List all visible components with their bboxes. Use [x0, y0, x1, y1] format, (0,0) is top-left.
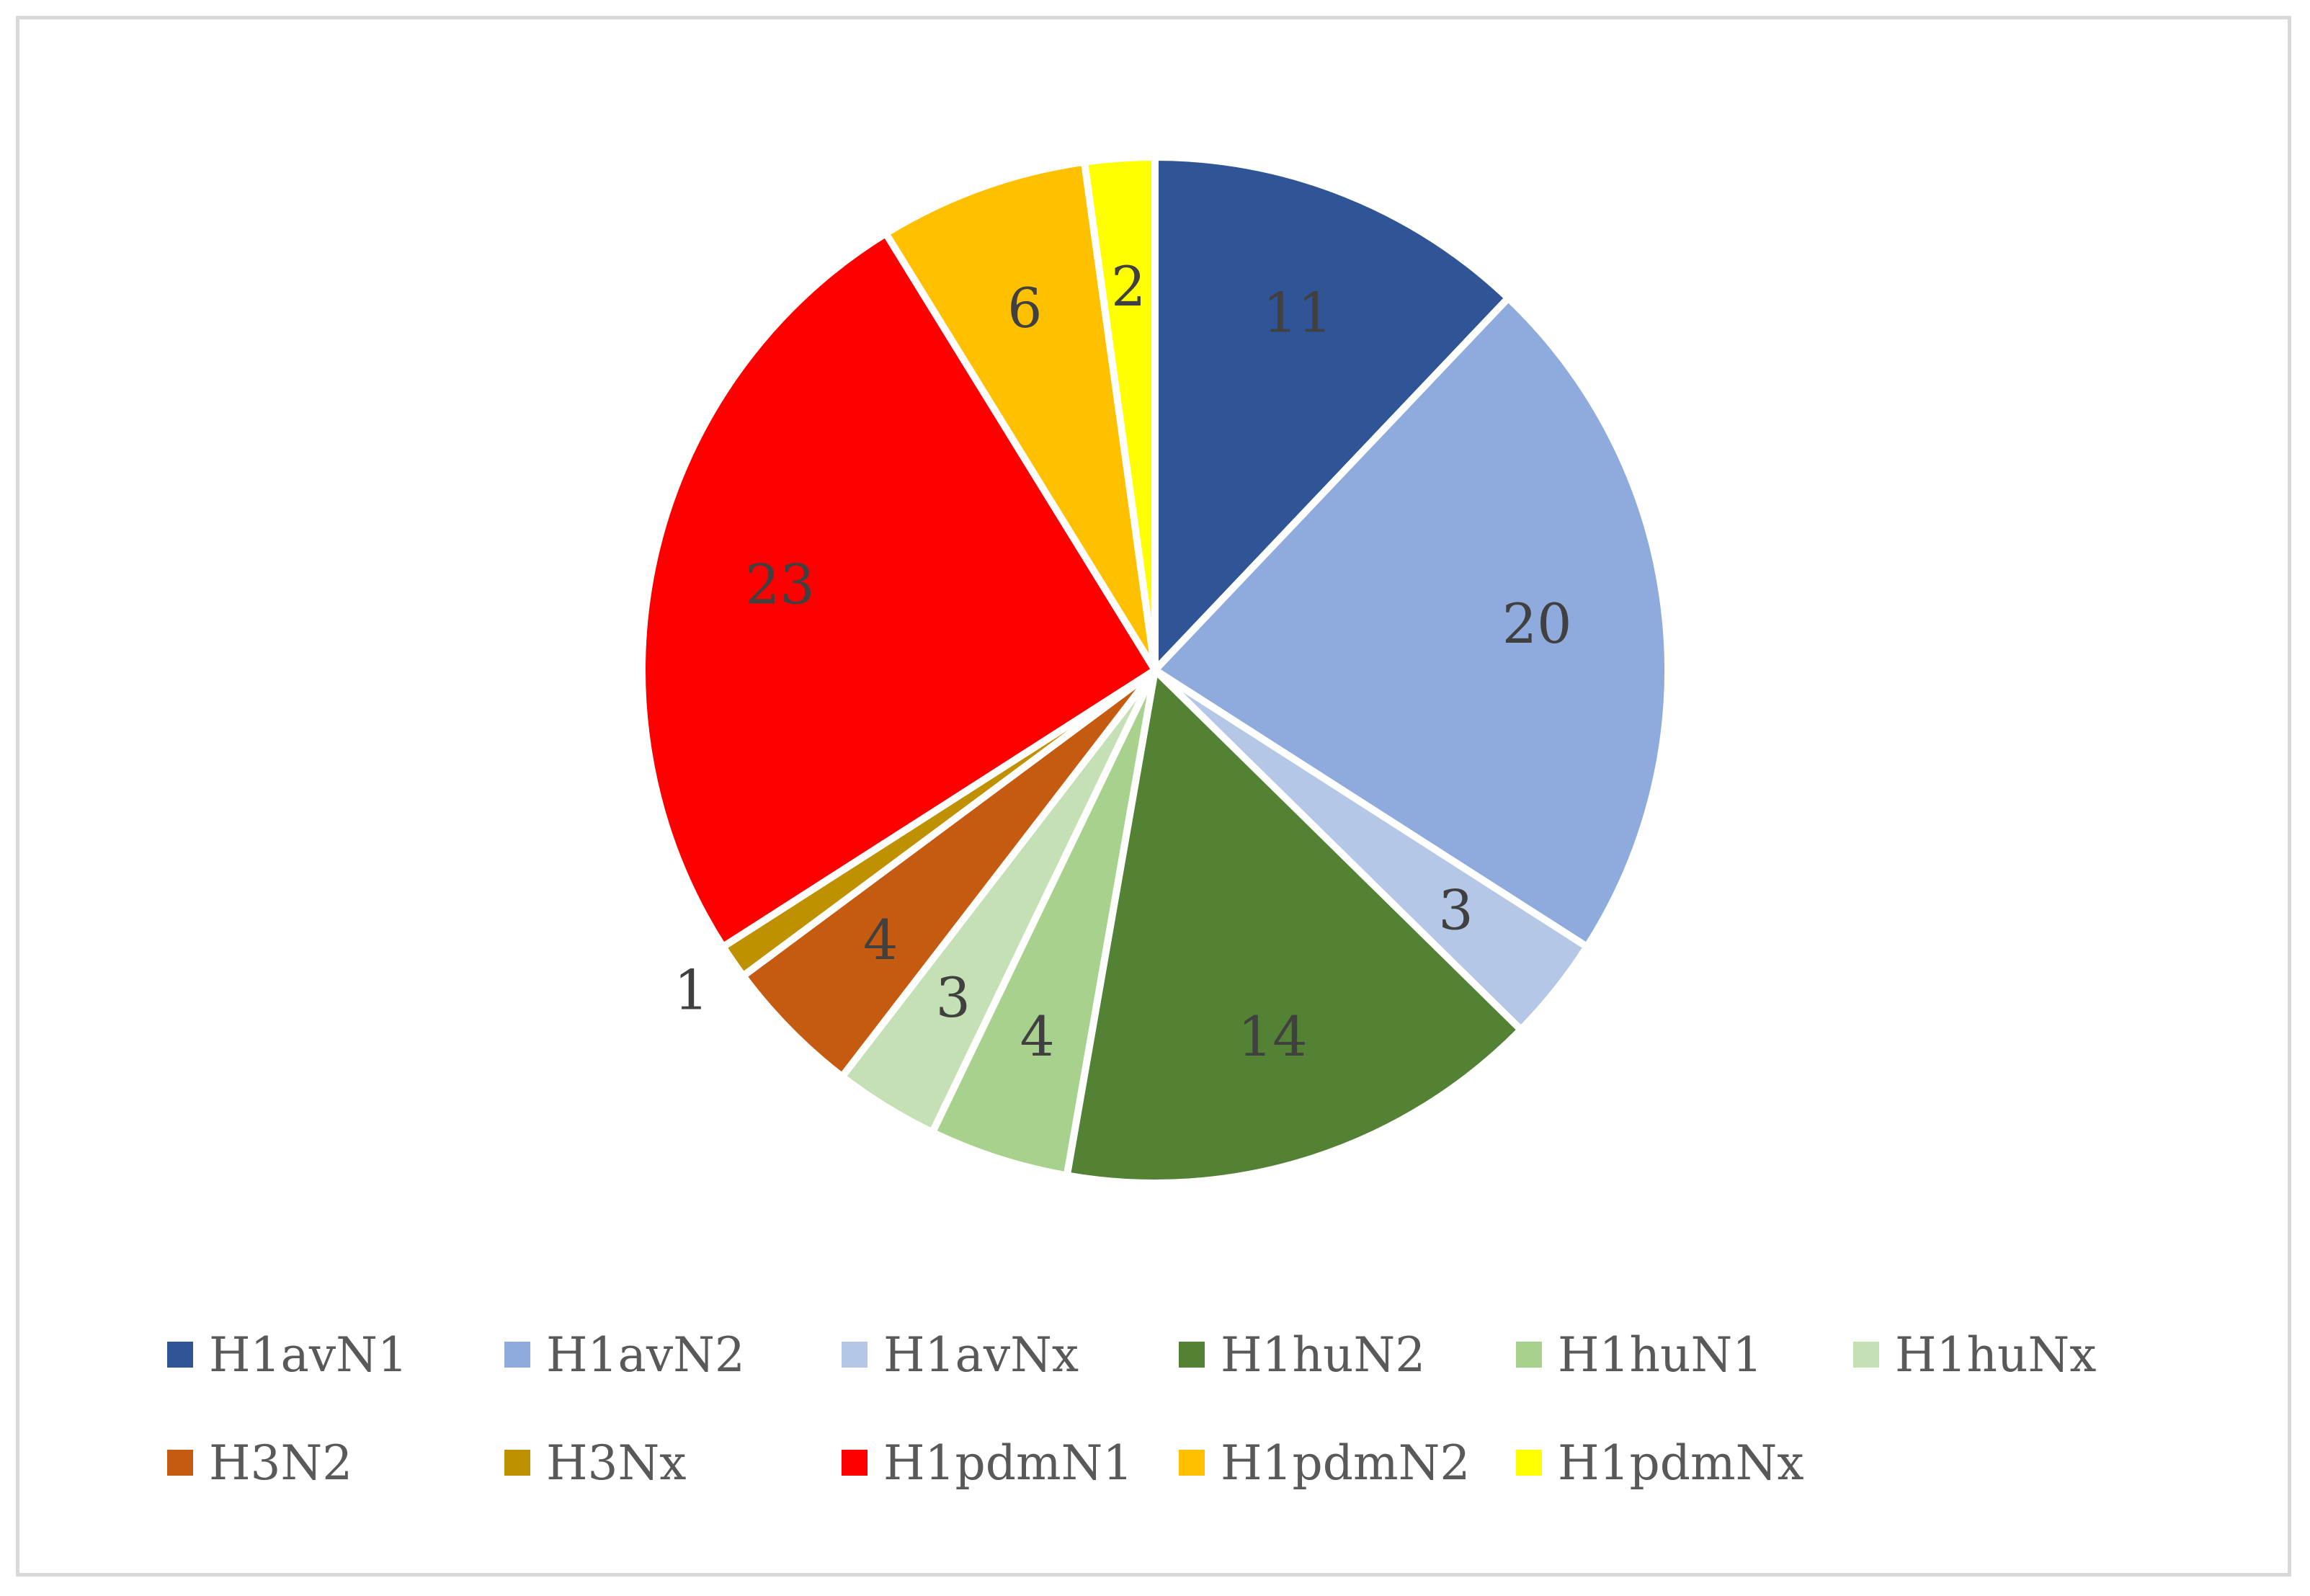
legend-label: H3Nx [546, 1435, 687, 1491]
data-label-h1avn2: 20 [1502, 592, 1572, 656]
legend-swatch [1516, 1342, 1542, 1368]
legend-item-h1pdmnx: H1pdmNx [1516, 1427, 1804, 1499]
data-label-h3nx: 1 [674, 958, 708, 1022]
pie-slice-h1hun2 [1063, 667, 1525, 1187]
legend-swatch [504, 1342, 530, 1368]
legend-label: H1pdmN1 [883, 1435, 1133, 1491]
pie-slice-h1pdmnx [1080, 153, 1159, 674]
legend-item-h1hun1: H1huN1 [1516, 1319, 1762, 1391]
legend-label: H1pdmNx [1558, 1435, 1804, 1491]
legend-swatch [1179, 1342, 1205, 1368]
legend-item-h1avn2: H1avN2 [504, 1319, 745, 1391]
legend-item-h1avn1: H1avN1 [167, 1319, 408, 1391]
data-label-h1hunx: 3 [936, 966, 971, 1030]
legend-item-h1pdmn2: H1pdmN2 [1179, 1427, 1470, 1499]
legend-item-h3nx: H3Nx [504, 1427, 687, 1499]
legend-item-h1hunx: H1huNx [1853, 1319, 2097, 1391]
legend-item-h3n2: H3N2 [167, 1427, 352, 1499]
pie-slice-h1avn1 [1151, 153, 1512, 674]
data-label-h3n2: 4 [863, 908, 898, 972]
legend-label: H1huN2 [1221, 1327, 1426, 1383]
pie-slice-h1pdmn1 [638, 229, 1159, 950]
legend-swatch [167, 1342, 193, 1368]
legend-swatch [1853, 1342, 1879, 1368]
legend-swatch [842, 1342, 868, 1368]
legend-label: H3N2 [209, 1435, 353, 1491]
legend-label: H1avN2 [546, 1327, 745, 1383]
data-label-h1pdmnx: 2 [1111, 254, 1146, 318]
legend-swatch [504, 1450, 530, 1476]
data-label-h1pdmn1: 23 [745, 553, 815, 617]
data-label-h1avnx: 3 [1438, 878, 1473, 942]
data-label-h1avn1: 11 [1263, 281, 1333, 345]
legend-item-h1hun2: H1huN2 [1179, 1319, 1425, 1391]
legend-item-h1pdmn1: H1pdmN1 [842, 1427, 1133, 1499]
pie-slice-h1pdmn2 [882, 158, 1159, 674]
legend-label: H1avN1 [209, 1327, 408, 1383]
legend-swatch [1179, 1450, 1205, 1476]
legend-label: H1avNx [883, 1327, 1079, 1383]
pie-slice-h1avn2 [1151, 294, 1672, 950]
legend-swatch [842, 1450, 868, 1476]
data-label-h1pdmn2: 6 [1007, 276, 1042, 340]
legend-swatch [1516, 1450, 1542, 1476]
legend-swatch [167, 1450, 193, 1476]
legend-label: H1huNx [1895, 1327, 2097, 1383]
data-label-h1hun2: 14 [1238, 1004, 1308, 1069]
legend-item-h1avnx: H1avNx [842, 1319, 1079, 1391]
data-label-h1hun1: 4 [1020, 1004, 1055, 1069]
legend-label: H1huN1 [1558, 1327, 1763, 1383]
legend-label: H1pdmN2 [1221, 1435, 1471, 1491]
